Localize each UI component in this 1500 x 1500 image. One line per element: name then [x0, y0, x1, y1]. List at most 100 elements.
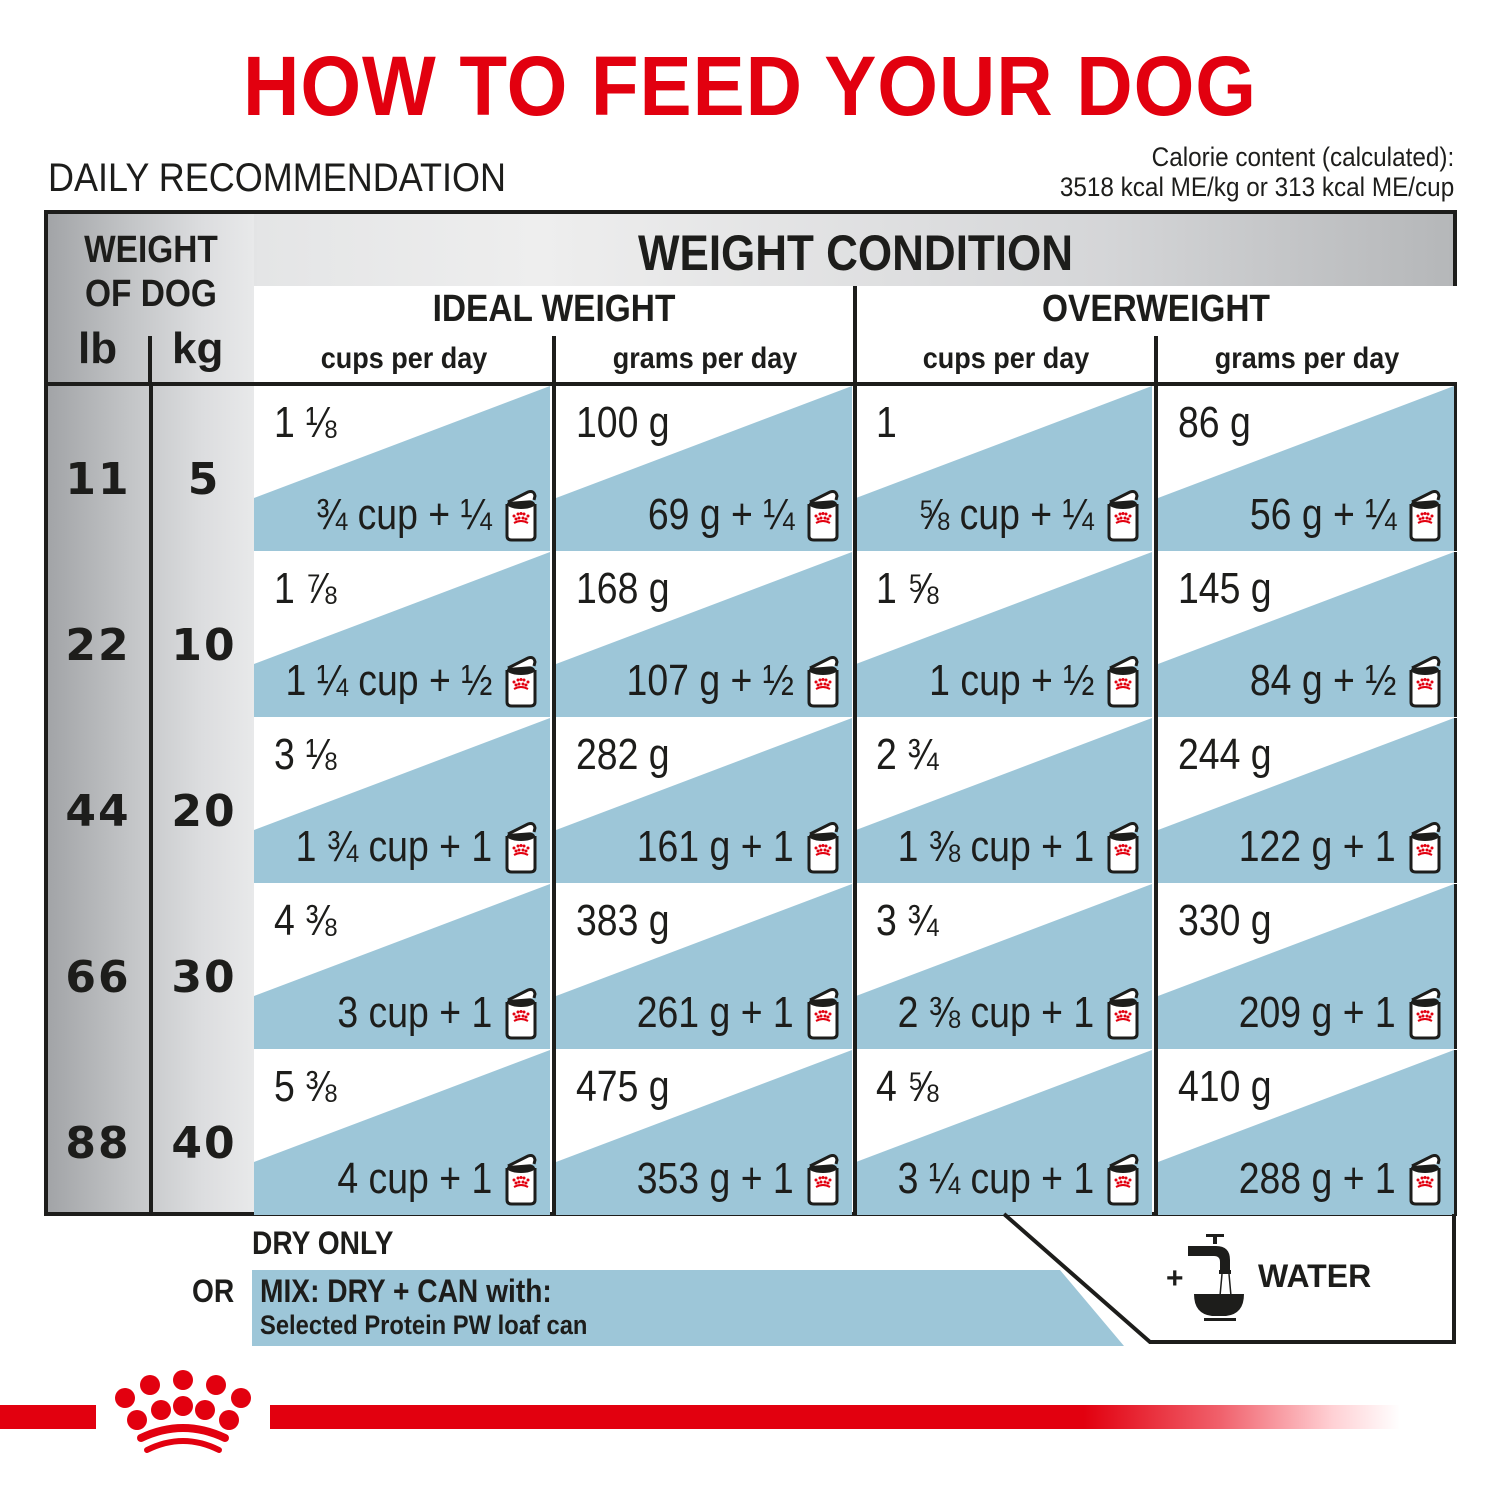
legend-or: OR [192, 1273, 235, 1309]
mix-diagonal-bg [1158, 1050, 1454, 1215]
mix-diagonal-bg [1158, 884, 1454, 1049]
wet-food-can-icon [807, 822, 839, 874]
mix-amount: 288 g + 1 [1238, 1154, 1396, 1203]
wet-food-can-icon [1409, 1154, 1441, 1206]
weight-kg: 40 [171, 1118, 237, 1169]
cell-over-grams: 145 g 84 g + ½ [1158, 552, 1454, 717]
wet-food-can-icon [807, 988, 839, 1040]
dry-only-amount: 410 g [1178, 1062, 1272, 1111]
mix-amount: 3 cup + 1 [337, 988, 492, 1037]
weight-kg: 30 [171, 952, 237, 1003]
cell-over-cups: 2 ¾ 1 ⅜ cup + 1 [856, 718, 1152, 883]
cell-over-cups: 4 ⅝ 3 ¼ cup + 1 [856, 1050, 1152, 1215]
legend-dry-only: DRY ONLY [252, 1225, 394, 1261]
mix-amount: 1 ⅜ cup + 1 [897, 822, 1094, 871]
table-row: 44 20 3 ⅛ 1 ¾ cup + 1 282 g 161 g + 1 2 ¾ 1 ⅜… [48, 718, 1457, 884]
dry-only-amount: 475 g [576, 1062, 670, 1111]
mix-amount: ¾ cup + ¼ [316, 490, 492, 539]
mix-amount: 161 g + 1 [636, 822, 794, 871]
water-plus-sign: + [1166, 1262, 1184, 1295]
mix-diagonal-bg [856, 884, 1152, 1049]
wet-food-can-icon [1107, 988, 1139, 1040]
footer-red-bar-right [270, 1405, 1400, 1429]
footer-red-bar-left [0, 1405, 96, 1429]
wet-food-can-icon [505, 1154, 537, 1206]
calorie-content: Calorie content (calculated): 3518 kcal … [1060, 142, 1454, 202]
weight-lb: 88 [65, 1118, 131, 1169]
cell-over-cups: 3 ¾ 2 ⅜ cup + 1 [856, 884, 1152, 1049]
col-over-grams: grams per day [1214, 342, 1400, 375]
legend-water-label: WATER [1258, 1258, 1372, 1294]
mix-diagonal-bg [556, 884, 852, 1049]
wet-food-can-icon [505, 988, 537, 1040]
dry-only-amount: 145 g [1178, 564, 1272, 613]
mix-diagonal-bg [254, 884, 550, 1049]
legend-mix-product: Selected Protein PW loaf can [260, 1310, 588, 1340]
mix-amount: 1 cup + ½ [928, 656, 1094, 705]
dry-only-amount: 3 ⅛ [274, 730, 337, 779]
mix-amount: 3 ¼ cup + 1 [897, 1154, 1094, 1203]
wet-food-can-icon [505, 490, 537, 542]
mix-diagonal-bg [556, 552, 852, 717]
wet-food-can-icon [807, 1154, 839, 1206]
weight-lb: 11 [65, 454, 131, 505]
mix-amount: 84 g + ½ [1249, 656, 1396, 705]
calorie-line-1: Calorie content (calculated): [1151, 142, 1454, 172]
mix-diagonal-bg [254, 386, 550, 551]
group-ideal-weight: IDEAL WEIGHT [432, 288, 676, 330]
legend-mix-title: MIX: DRY + CAN with: [260, 1273, 552, 1309]
dry-only-amount: 86 g [1178, 398, 1251, 447]
mix-amount: 2 ⅜ cup + 1 [897, 988, 1094, 1037]
cell-over-grams: 86 g 56 g + ¼ [1158, 386, 1454, 551]
dry-only-amount: 100 g [576, 398, 670, 447]
dry-only-amount: 1 ⅛ [274, 398, 337, 447]
cell-ideal-grams: 282 g 161 g + 1 [556, 718, 852, 883]
mix-diagonal-bg [254, 718, 550, 883]
mix-diagonal-bg [556, 718, 852, 883]
weight-lb: 44 [65, 786, 131, 837]
dry-only-amount: 4 ⅝ [876, 1062, 939, 1111]
wet-food-can-icon [505, 822, 537, 874]
wet-food-can-icon [505, 656, 537, 708]
mix-diagonal-bg [856, 552, 1152, 717]
mix-legend-band [252, 1270, 1124, 1346]
cell-over-cups: 1 ⅝ 1 cup + ½ [856, 552, 1152, 717]
cell-over-grams: 410 g 288 g + 1 [1158, 1050, 1454, 1215]
cell-over-grams: 330 g 209 g + 1 [1158, 884, 1454, 1049]
mix-diagonal-bg [1158, 552, 1454, 717]
wet-food-can-icon [1107, 822, 1139, 874]
weight-condition-header: WEIGHT CONDITION [637, 225, 1074, 281]
mix-diagonal-bg [254, 552, 550, 717]
dry-only-amount: 1 [876, 398, 897, 447]
group-overweight: OVERWEIGHT [1042, 288, 1270, 330]
mix-diagonal-bg [556, 386, 852, 551]
wet-food-can-icon [1409, 822, 1441, 874]
mix-diagonal-bg [856, 386, 1152, 551]
mix-diagonal-bg [1158, 386, 1454, 551]
wet-food-can-icon [1409, 656, 1441, 708]
mix-amount: 56 g + ¼ [1249, 490, 1396, 539]
wet-food-can-icon [1107, 656, 1139, 708]
col-over-cups: cups per day [922, 342, 1090, 375]
mix-diagonal-bg [556, 1050, 852, 1215]
mix-diagonal-bg [254, 1050, 550, 1215]
mix-amount: 122 g + 1 [1238, 822, 1396, 871]
cell-over-cups: 1 ⅝ cup + ¼ [856, 386, 1152, 551]
mix-amount: 1 ¾ cup + 1 [295, 822, 492, 871]
cell-ideal-cups: 3 ⅛ 1 ¾ cup + 1 [254, 718, 550, 883]
weight-header-line2: OF DOG [85, 273, 217, 315]
table-row: 11 5 1 ⅛ ¾ cup + ¼ 100 g 69 g + ¼ 1 ⅝ cup + ¼ [48, 386, 1457, 552]
mix-amount: 107 g + ½ [626, 656, 794, 705]
col-ideal-cups: cups per day [320, 342, 488, 375]
weight-lb: 22 [65, 620, 131, 671]
dry-only-amount: 2 ¾ [876, 730, 939, 779]
lb-kg-divider [149, 382, 153, 1216]
page-title: HOW TO FEED YOUR DOG [243, 39, 1257, 133]
col-ideal-grams: grams per day [612, 342, 798, 375]
dry-only-amount: 330 g [1178, 896, 1272, 945]
dry-only-amount: 168 g [576, 564, 670, 613]
